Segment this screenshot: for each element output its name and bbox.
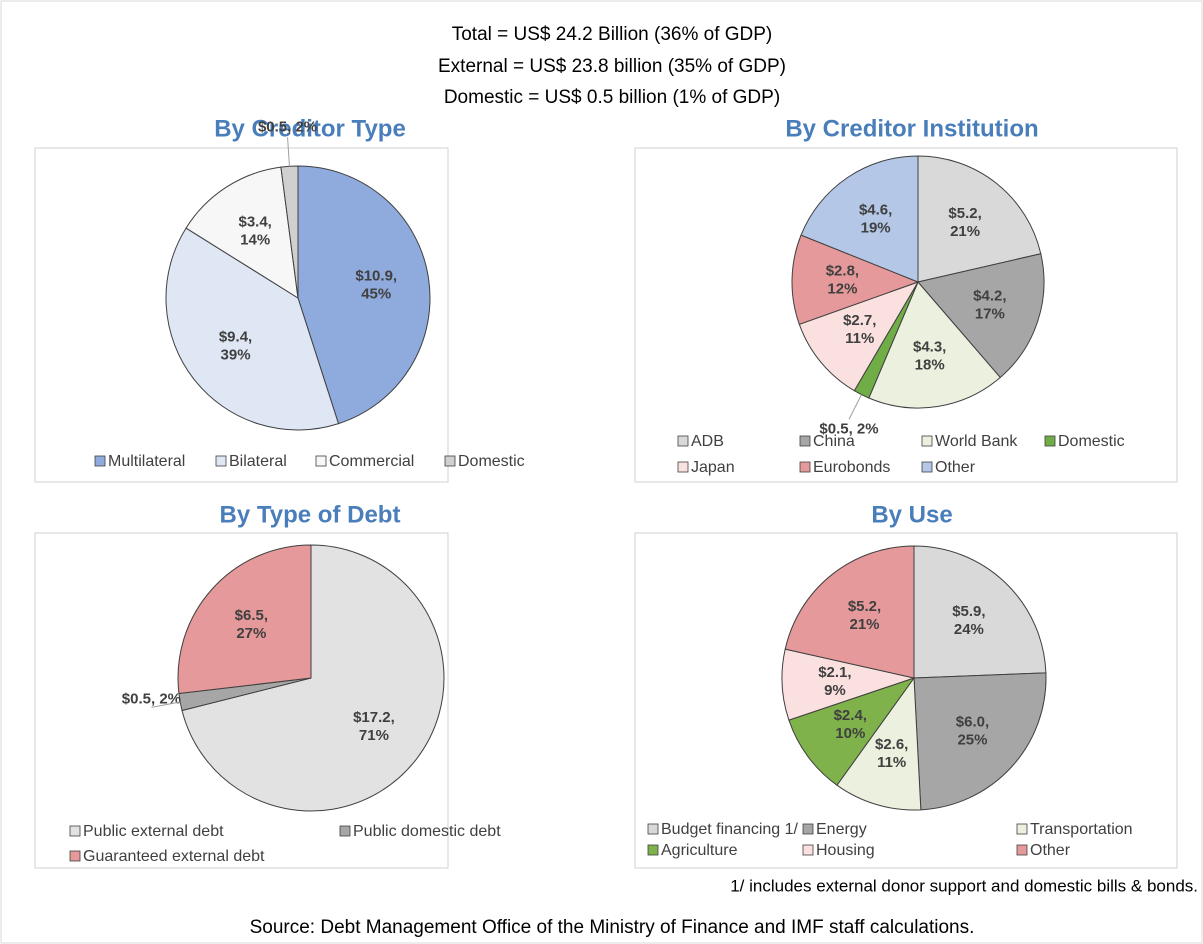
legend-label: ADB xyxy=(691,433,724,450)
legend-label: Domestic xyxy=(1058,433,1125,450)
legend-label: Budget financing 1/ xyxy=(661,821,799,838)
legend-swatch xyxy=(315,455,327,467)
source: Source: Debt Management Office of the Mi… xyxy=(250,917,975,938)
footnote: 1/ includes external donor support and d… xyxy=(730,876,1198,895)
legend-swatch xyxy=(444,455,456,467)
data-label: $2.4, 10% xyxy=(834,707,867,742)
chart-title: By Creditor Institution xyxy=(785,115,1038,142)
legend-label: World Bank xyxy=(935,433,1018,450)
pie-slice xyxy=(784,545,915,679)
legend-swatch xyxy=(802,823,814,835)
leader-line xyxy=(151,701,181,708)
leader-line xyxy=(848,394,862,420)
legend-label: Energy xyxy=(816,821,867,838)
data-label: $5.2, 21% xyxy=(848,598,881,633)
pie-slice xyxy=(177,544,312,695)
legend-label: Guaranteed external debt xyxy=(83,848,265,865)
data-label: $2.8, 12% xyxy=(826,263,859,298)
panel xyxy=(34,532,449,869)
legend-swatch xyxy=(339,825,351,837)
legend-label: China xyxy=(813,433,855,450)
legend-swatch xyxy=(1016,823,1028,835)
pie-slice xyxy=(791,234,920,325)
data-label: $17.2, 71% xyxy=(353,709,395,744)
legend-swatch xyxy=(921,435,933,447)
legend-swatch xyxy=(94,455,106,467)
pie-slice xyxy=(788,677,916,786)
chart-title: By Type of Debt xyxy=(220,501,401,528)
legend-swatch xyxy=(1016,844,1028,856)
panel xyxy=(634,532,1178,869)
pie-slice xyxy=(185,166,299,299)
pie-slice xyxy=(917,155,1042,283)
legend-label: Japan xyxy=(691,459,735,476)
legend-label: Commercial xyxy=(329,453,414,470)
legend-label: Transportation xyxy=(1030,821,1133,838)
pie-slice xyxy=(798,281,920,392)
pie-slice xyxy=(181,544,445,812)
legend-label: Housing xyxy=(816,842,875,859)
data-label: $4.6, 19% xyxy=(859,201,892,236)
data-label: $2.7, 11% xyxy=(843,312,876,347)
legend-swatch xyxy=(215,455,227,467)
legend-swatch xyxy=(1044,435,1056,447)
data-label: $2.1, 9% xyxy=(818,664,851,699)
legend-label: Eurobonds xyxy=(813,459,890,476)
pie-slice xyxy=(868,281,1001,409)
legend-swatch xyxy=(647,844,659,856)
data-label: $9.4, 39% xyxy=(219,329,252,364)
chart-title: By Use xyxy=(871,501,952,528)
pie-slice xyxy=(297,165,431,425)
header-line: Total = US$ 24.2 Billion (36% of GDP) xyxy=(452,24,773,45)
data-label: $3.4, 14% xyxy=(238,213,271,248)
legend-swatch xyxy=(677,435,689,447)
leader-line xyxy=(287,137,290,167)
legend-swatch xyxy=(802,844,814,856)
data-label: $4.2, 17% xyxy=(973,288,1006,323)
pie-slice xyxy=(913,545,1047,679)
pie-slice xyxy=(836,676,922,811)
pie-slice xyxy=(165,227,340,431)
panel xyxy=(34,147,449,483)
data-label: $0.5, 2% xyxy=(258,118,317,135)
legend-label: Domestic xyxy=(458,453,525,470)
header-line: Domestic = US$ 0.5 billion (1% of GDP) xyxy=(444,87,780,108)
legend-swatch xyxy=(69,825,81,837)
data-label: $4.3, 18% xyxy=(913,339,946,374)
pie-slice xyxy=(913,672,1047,811)
legend-swatch xyxy=(677,461,689,473)
header-line: External = US$ 23.8 billion (35% of GDP) xyxy=(438,56,786,77)
legend-swatch xyxy=(799,435,811,447)
data-label: $6.5, 27% xyxy=(235,607,268,642)
legend-label: Multilateral xyxy=(108,453,185,470)
legend-swatch xyxy=(647,823,659,835)
legend-swatch xyxy=(799,461,811,473)
data-label: $6.0, 25% xyxy=(956,713,989,748)
panel xyxy=(634,147,1178,483)
pie-slice xyxy=(917,253,1045,379)
data-label: $5.9, 24% xyxy=(952,603,985,638)
data-label: $2.6, 11% xyxy=(875,736,908,771)
chart-title: By Creditor Type xyxy=(214,115,406,142)
legend-label: Public domestic debt xyxy=(353,823,501,840)
legend-swatch xyxy=(69,850,81,862)
legend-label: Other xyxy=(935,459,976,476)
legend-label: Other xyxy=(1030,842,1071,859)
legend-label: Bilateral xyxy=(229,453,287,470)
data-label: $5.2, 21% xyxy=(948,205,981,240)
legend-label: Agriculture xyxy=(661,842,738,859)
pie-slice xyxy=(800,155,919,283)
legend-label: Public external debt xyxy=(83,823,224,840)
data-label: $0.5, 2% xyxy=(122,690,181,707)
legend-swatch xyxy=(921,461,933,473)
data-label: $10.9, 45% xyxy=(355,268,397,303)
pie-slice xyxy=(280,165,299,299)
data-label: $0.5, 2% xyxy=(819,420,878,437)
